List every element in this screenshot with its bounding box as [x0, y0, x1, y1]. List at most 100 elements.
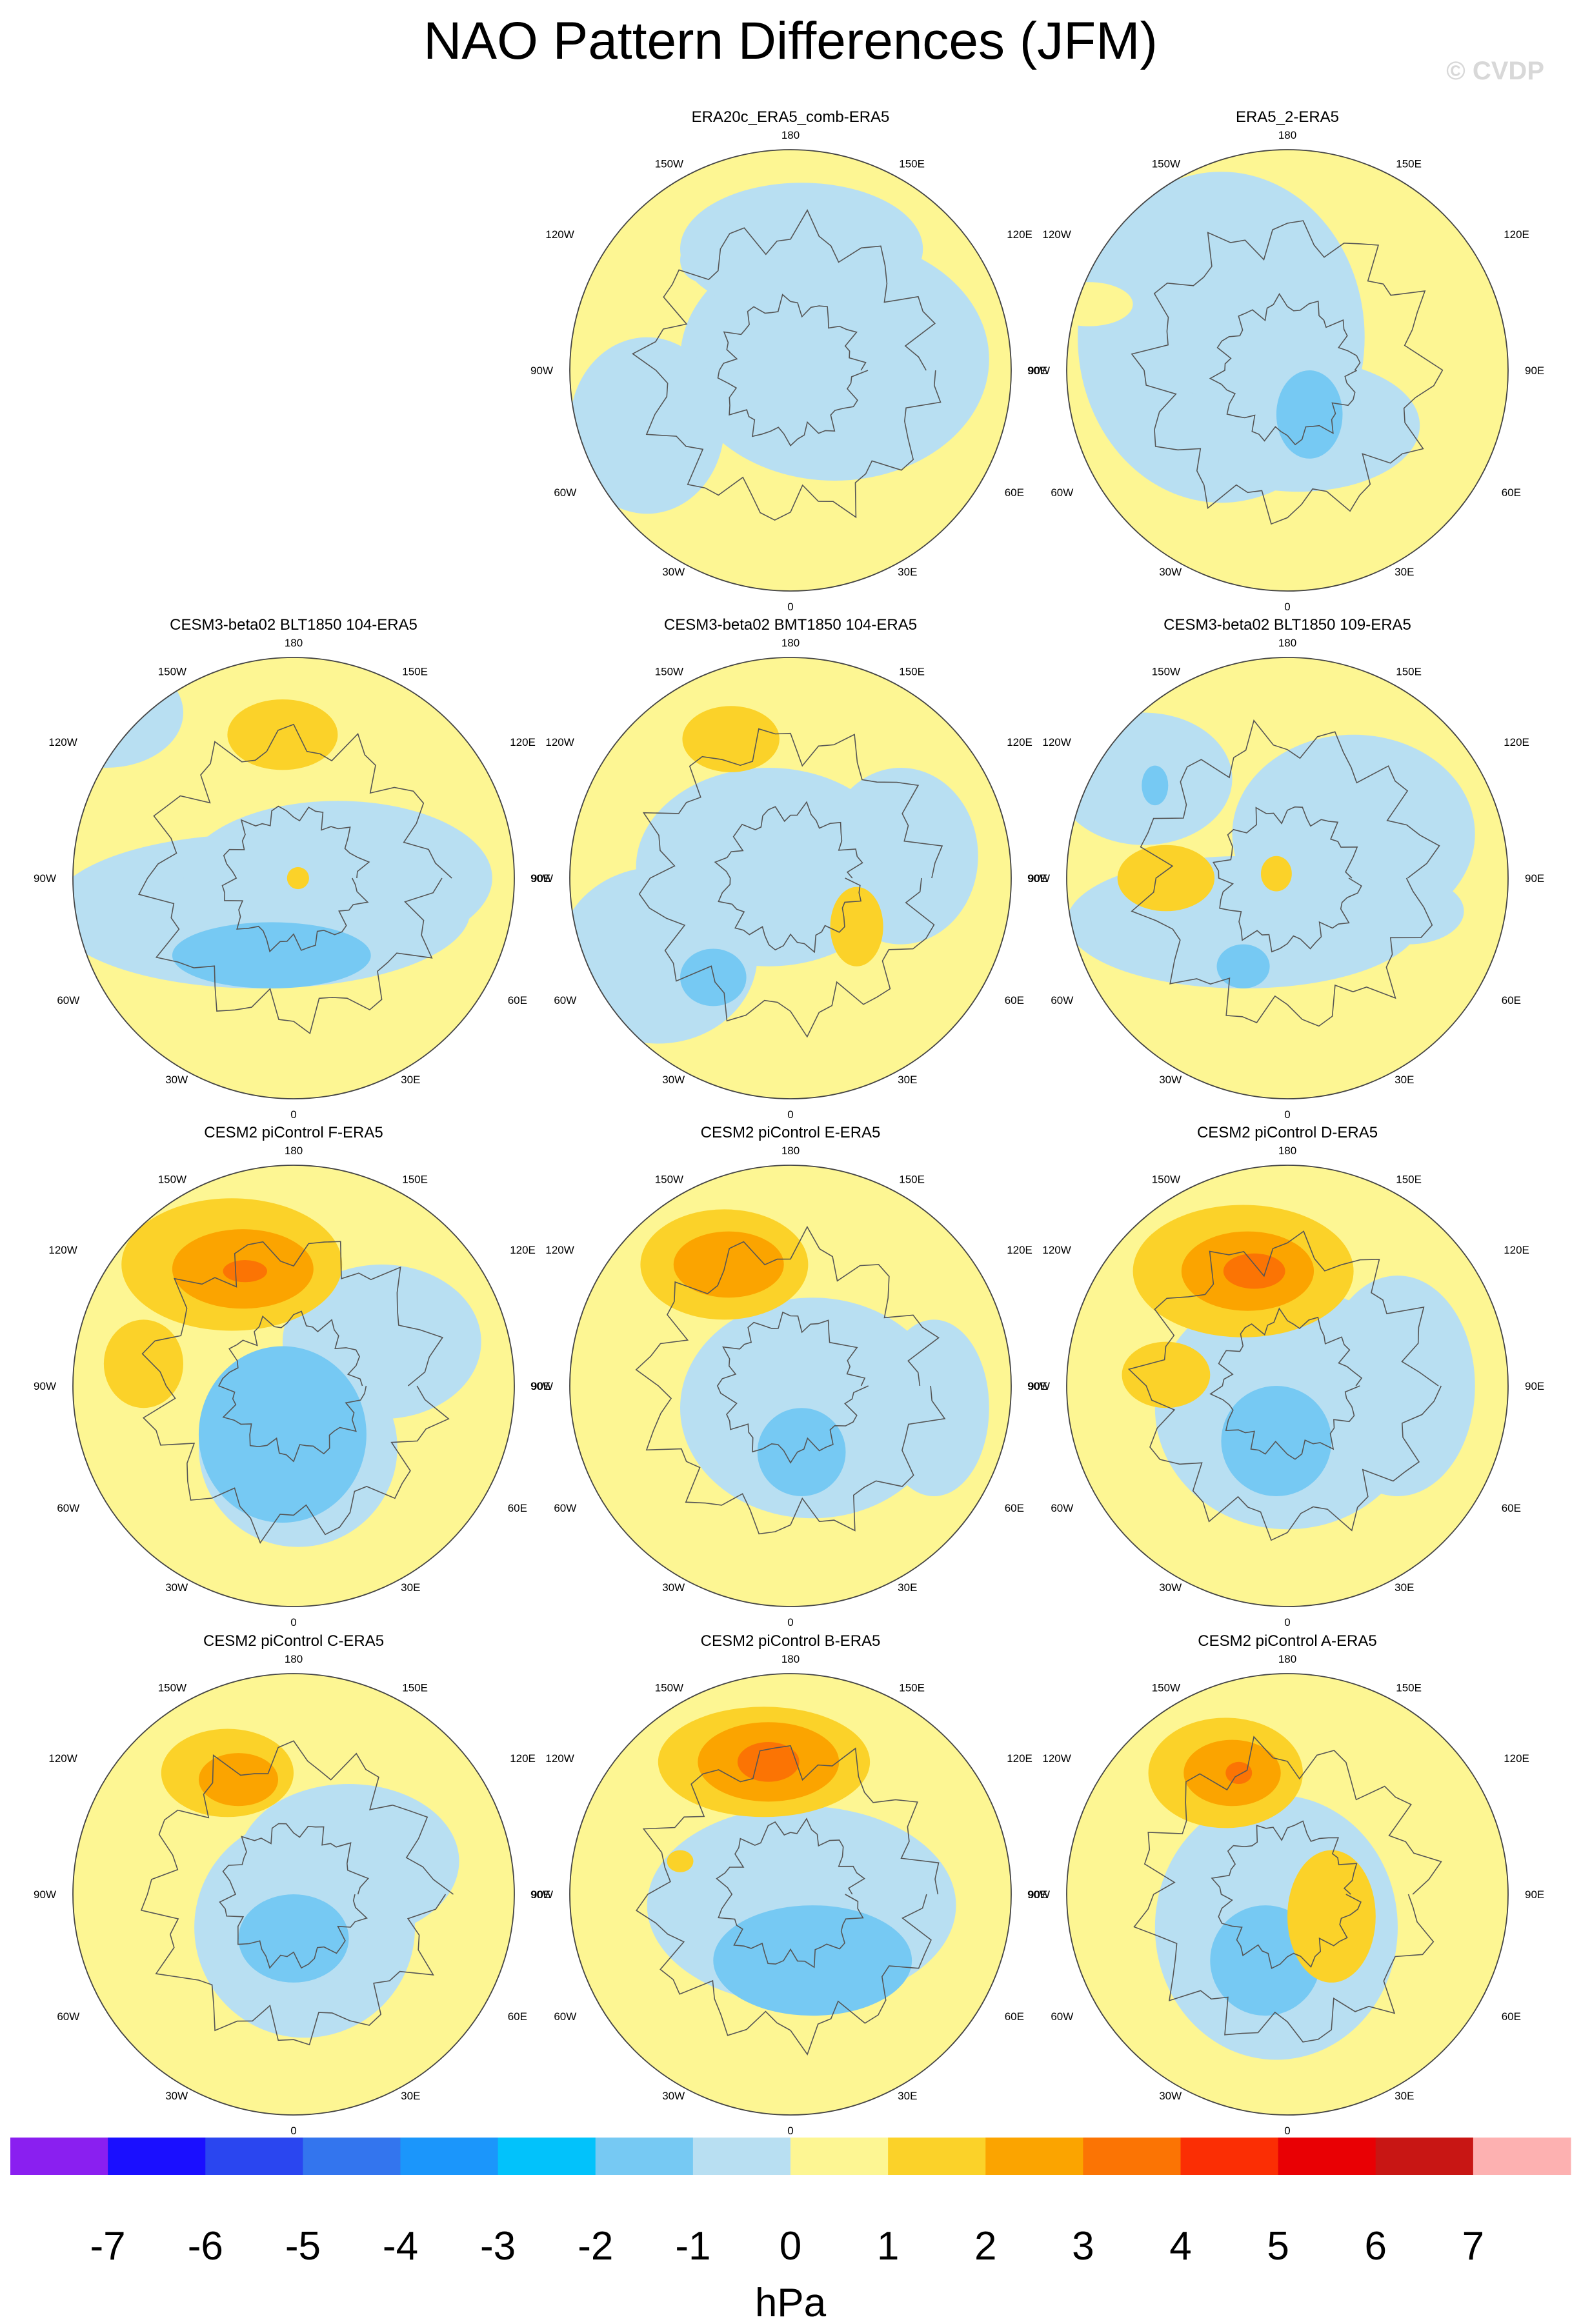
longitude-label: 30W — [1159, 566, 1182, 578]
map-disc — [1067, 657, 1508, 1099]
longitude-label: 180 — [781, 637, 800, 649]
panel-title: CESM2 piControl A-ERA5 — [1198, 1632, 1376, 1650]
longitude-label: 60E — [1502, 1502, 1521, 1514]
longitude-label: 30E — [898, 1074, 917, 1086]
coastline — [140, 1740, 454, 2046]
longitude-label: 180 — [1278, 637, 1296, 649]
longitude-label: 180 — [285, 637, 303, 649]
panel-title: CESM3-beta02 BLT1850 104-ERA5 — [170, 616, 418, 634]
anomaly-contour — [238, 1894, 349, 1983]
longitude-label: 60E — [1502, 486, 1521, 499]
longitude-label: 180 — [285, 1653, 303, 1665]
longitude-label: 30W — [1159, 1581, 1182, 1594]
anomaly-contour — [680, 1297, 945, 1519]
longitude-label: 60W — [1051, 994, 1073, 1007]
longitude-label: 180 — [781, 1145, 800, 1157]
map-disc — [73, 1165, 514, 1607]
longitude-label: 60W — [1051, 1502, 1073, 1514]
panel-title: CESM2 piControl E-ERA5 — [701, 1124, 881, 1141]
longitude-label: 90E — [1028, 1888, 1047, 1901]
map-disc — [73, 657, 514, 1099]
longitude-label: 150E — [899, 665, 925, 677]
anomaly-contour — [172, 922, 371, 988]
longitude-label: 0 — [1284, 601, 1290, 613]
longitude-label: 30W — [662, 1074, 685, 1086]
longitude-label: 30W — [662, 2090, 685, 2102]
map-boundary — [1066, 1673, 1509, 2116]
anomaly-contour — [1287, 1850, 1376, 1983]
longitude-label: 120E — [1504, 736, 1529, 748]
longitude-label: 30W — [662, 1581, 685, 1594]
map-boundary — [569, 149, 1012, 592]
anomaly-contour — [198, 1346, 367, 1523]
longitude-label: 0 — [787, 1616, 793, 1628]
coastline — [631, 209, 942, 521]
longitude-label: 30E — [898, 566, 917, 578]
longitude-label: 120W — [1042, 228, 1071, 241]
longitude-label: 60E — [1502, 2010, 1521, 2023]
longitude-label: 180 — [1278, 1653, 1296, 1665]
anomaly-contour — [1223, 1253, 1285, 1289]
longitude-label: 90E — [1525, 872, 1544, 885]
anomaly-contour — [830, 887, 883, 967]
longitude-label: 30E — [401, 1581, 420, 1594]
longitude-label: 150E — [899, 157, 925, 170]
longitude-label: 30W — [1159, 1074, 1182, 1086]
panel-title: ERA5_2-ERA5 — [1236, 108, 1339, 126]
longitude-label: 120E — [1007, 736, 1032, 748]
longitude-label: 150W — [655, 665, 683, 677]
longitude-label: 150E — [1396, 665, 1422, 677]
panel-title: CESM2 piControl C-ERA5 — [203, 1632, 384, 1650]
panel-title: CESM2 piControl B-ERA5 — [701, 1632, 881, 1650]
longitude-label: 30E — [898, 2090, 917, 2102]
longitude-label: 30W — [165, 2090, 188, 2102]
longitude-label: 30W — [662, 566, 685, 578]
longitude-label: 120E — [1007, 228, 1032, 241]
anomaly-contour — [1221, 1386, 1332, 1496]
longitude-label: 90W — [530, 365, 553, 377]
longitude-label: 60W — [554, 2010, 576, 2023]
coastline — [141, 1241, 450, 1544]
anomaly-contour — [1225, 1761, 1253, 1784]
map-boundary — [1066, 657, 1509, 1099]
longitude-label: 150E — [899, 1173, 925, 1185]
longitude-label: 120W — [545, 1244, 574, 1256]
longitude-label: 150W — [1152, 665, 1180, 677]
longitude-label: 90W — [34, 1380, 56, 1392]
map-boundary — [72, 1165, 515, 1607]
map-disc — [1067, 1165, 1508, 1607]
longitude-label: 90W — [1027, 365, 1050, 377]
longitude-label: 90E — [1525, 1888, 1544, 1901]
longitude-label: 90W — [530, 1380, 553, 1392]
longitude-label: 0 — [290, 1616, 296, 1628]
longitude-label: 60W — [57, 2010, 79, 2023]
longitude-label: 90W — [530, 872, 553, 885]
longitude-label: 120E — [1504, 1244, 1529, 1256]
longitude-label: 90W — [34, 1888, 56, 1901]
longitude-label: 30E — [1395, 1581, 1414, 1594]
longitude-label: 120W — [1042, 736, 1071, 748]
anomaly-contour — [667, 1850, 694, 1872]
map-boundary — [72, 1673, 515, 2116]
anomaly-contour — [570, 337, 725, 514]
longitude-label: 150W — [1152, 1173, 1180, 1185]
coastline — [636, 1745, 940, 2056]
coastline — [1131, 220, 1444, 525]
longitude-label: 60E — [508, 994, 527, 1007]
longitude-label: 150W — [158, 1681, 186, 1694]
panel-title: CESM2 piControl F-ERA5 — [204, 1124, 383, 1141]
longitude-label: 60E — [1005, 2010, 1024, 2023]
longitude-label: 150E — [1396, 1173, 1422, 1185]
longitude-label: 90E — [1525, 365, 1544, 377]
longitude-label: 0 — [290, 1108, 296, 1121]
longitude-label: 90W — [1027, 872, 1050, 885]
map-boundary — [569, 657, 1012, 1099]
map-boundary — [1066, 149, 1509, 592]
longitude-label: 0 — [1284, 1616, 1290, 1628]
longitude-label: 120E — [1504, 228, 1529, 241]
